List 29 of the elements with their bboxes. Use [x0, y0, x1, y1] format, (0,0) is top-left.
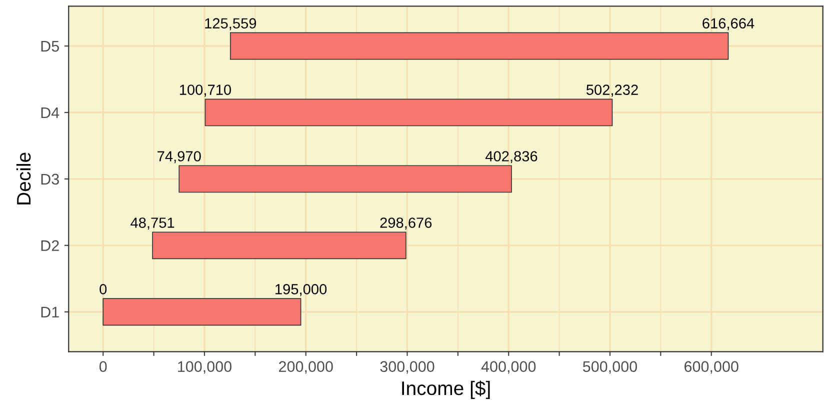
x-tick-label: 100,000 [178, 361, 232, 374]
y-axis-title: Decile [16, 152, 31, 204]
bar [152, 232, 406, 260]
annotation: 125,559 [205, 18, 256, 30]
x-tick-label: 300,000 [380, 361, 434, 374]
x-axis-title: Income [$] [402, 380, 490, 399]
x-tick-label: 200,000 [279, 361, 333, 374]
y-tick-label: D1 [41, 306, 59, 318]
x-tick-label: 0 [99, 361, 107, 372]
x-tick-label: 400,000 [481, 361, 536, 374]
y-tick-label: D5 [41, 41, 59, 52]
bar [230, 32, 729, 60]
x-tick-label: 600,000 [684, 361, 738, 374]
y-tick-label: D3 [41, 174, 59, 185]
bar [178, 165, 512, 193]
bar [102, 298, 302, 326]
annotation: 402,836 [485, 151, 538, 164]
annotation: 195,000 [276, 284, 327, 296]
y-tick-label: D2 [41, 240, 59, 251]
y-tick-label: D4 [41, 108, 60, 118]
annotation: 298,676 [380, 218, 432, 230]
annotation: 48,751 [130, 218, 174, 230]
annotation: 616,664 [702, 18, 754, 30]
annotation: 100,710 [180, 84, 231, 97]
x-tick-label: 500,000 [582, 361, 637, 374]
annotation: 502,232 [586, 84, 638, 97]
annotation: 74,970 [158, 151, 201, 164]
annotation: 0 [100, 284, 107, 294]
bar [204, 98, 613, 126]
